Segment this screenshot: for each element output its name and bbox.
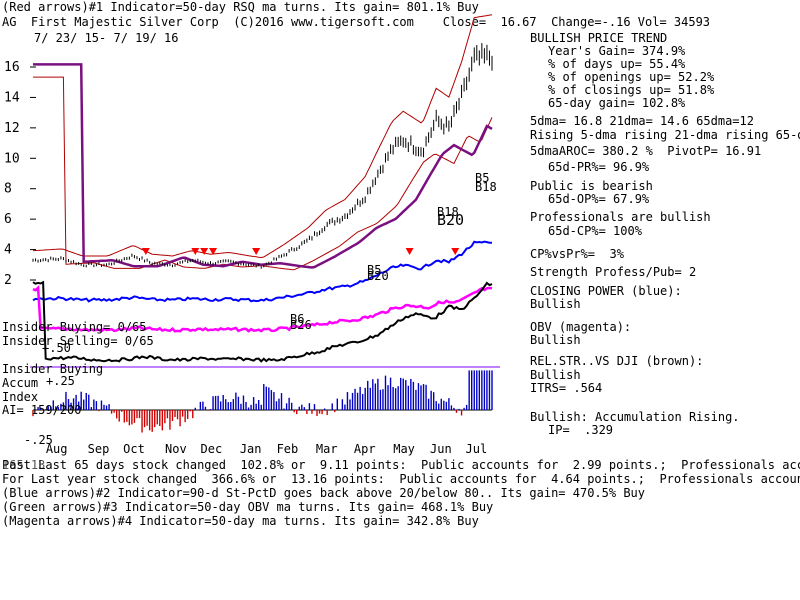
rel-strength-heading: REL.STR..VS DJI (brown): — [530, 354, 704, 368]
price-tick-label: 16 — [4, 60, 20, 75]
obv-line — [32, 285, 493, 333]
month-label: Jan — [240, 442, 262, 456]
stat-65d-gain: 65-day gain= 102.8% — [548, 96, 686, 110]
month-label: Jul — [466, 442, 488, 456]
closing-power-heading: CLOSING POWER (blue): — [530, 284, 682, 298]
month-label: Oct — [123, 442, 145, 456]
stat-ma-direction: Rising 5-dma rising 21-dma rising 65-dma — [530, 128, 800, 142]
upper-band-line — [32, 14, 493, 259]
footer-line-65day: Past Last 65 days stock changed 102.8% o… — [2, 458, 800, 472]
signal-label-b5-low: B5 — [367, 263, 382, 277]
obv-heading: OBV (magenta): — [530, 320, 632, 334]
month-label: Sep — [88, 442, 110, 456]
red-signal-arrow — [141, 248, 150, 255]
obv-status: Bullish — [530, 333, 581, 347]
stat-professionals-bullish: Professionals are bullish — [530, 210, 711, 224]
date-range: 7/ 23/ 15- 7/ 19/ 16 — [34, 31, 179, 45]
stock-header: AG First Majestic Silver Corp (C)2016 ww… — [2, 15, 711, 29]
signal-label-b5-upper: B5 — [475, 171, 490, 185]
itrs-value: ITRS= .564 — [530, 381, 603, 395]
signal-label-b6: B6 — [290, 312, 305, 326]
month-label: Aug — [46, 442, 68, 456]
price-tick-label: 12 — [4, 121, 20, 136]
red-signal-arrow — [405, 248, 414, 255]
trend-heading: BULLISH PRICE TREND — [530, 31, 668, 45]
stat-65d-cp: 65d-CP%= 100% — [548, 224, 642, 238]
accum-tick-minus25: -.25 — [24, 433, 53, 447]
red-signal-arrow — [451, 248, 460, 255]
stat-65d-pr: 65d-PR%= 96.9% — [548, 160, 650, 174]
stat-closings-up: % of closings up= 51.8% — [548, 83, 715, 97]
accum-tick-plus50: +.50 — [42, 341, 71, 355]
stat-openings-up: % of openings up= 52.2% — [548, 70, 715, 84]
footer-line-year: For Last year stock changed 366.6% or 13… — [2, 472, 800, 486]
red-signal-arrow — [209, 248, 218, 255]
month-label: Mar — [316, 442, 338, 456]
price-tick-label: 6 — [4, 212, 12, 227]
price-chart: 2 4 6 8 10 12 14 16 Aug Sep Oct Nov Dec Jan Feb Mar Apr… — [4, 14, 500, 456]
month-label: Jun — [430, 442, 452, 456]
indicator-1-title: (Red arrows)#1 Indicator=50-day RSQ ma t… — [2, 0, 479, 14]
month-label: Apr — [354, 442, 376, 456]
insider-buying-label: Insider Buying — [2, 362, 104, 376]
stat-moving-averages: 5dma= 16.8 21dma= 14.6 65dma=12 — [530, 114, 754, 128]
red-signal-arrow — [200, 248, 209, 255]
signal-label-b20-mid: B20 — [437, 211, 465, 229]
stat-65d-op: 65d-OP%= 67.9% — [548, 192, 650, 206]
insider-selling-count: Insider Selling= 0/65 — [2, 334, 154, 348]
accum-label: Accum — [2, 376, 39, 390]
stat-public-bearish: Public is bearish — [530, 179, 653, 193]
rel-strength-line — [32, 280, 493, 363]
accum-tick-plus25: +.25 — [46, 374, 75, 388]
signal-label-b20-low: B20 — [367, 269, 389, 283]
red-signal-arrow — [252, 248, 261, 255]
price-tick-label: 4 — [4, 243, 12, 258]
rel-strength-status: Bullish — [530, 368, 581, 382]
stat-cp-vs-pr: CP%vsPr%= 3% — [530, 247, 624, 261]
price-tick-label: 2 — [4, 273, 12, 288]
month-label: Dec — [201, 442, 223, 456]
price-tick-label: 8 — [4, 182, 12, 197]
footer-overlap-value: 165.13 — [2, 458, 46, 472]
footer-blue-arrows: (Blue arrows)#2 Indicator=90-d St-PctD g… — [2, 486, 645, 500]
ip-value: IP= .329 — [548, 423, 614, 437]
insider-buying-count: Insider Buying= 0/65 — [2, 320, 147, 334]
stat-days-up: % of days up= 55.4% — [548, 57, 686, 71]
footer-green-arrows: (Green arrows)#3 Indicator=50-day OBV ma… — [2, 500, 494, 514]
footer-magenta-arrows: (Magenta arrows)#4 Indicator=50-day ma t… — [2, 514, 479, 528]
month-label: Nov — [165, 442, 187, 456]
lower-band-line — [33, 76, 493, 271]
stat-aroc-pivot: 5dmaAROC= 380.2 % PivotP= 16.91 — [530, 144, 762, 158]
month-label: Feb — [277, 442, 299, 456]
stat-strength-ratio: Strength Profess/Pub= 2 — [530, 265, 697, 279]
signal-label-b18-upper: B18 — [475, 180, 497, 194]
month-label: May — [393, 442, 415, 456]
accum-status: Bullish: Accumulation Rising. — [530, 410, 740, 424]
red-signal-arrow — [191, 248, 200, 255]
price-tick-label: 14 — [4, 90, 20, 105]
stat-years-gain: Year's Gain= 374.9% — [548, 44, 686, 58]
closing-power-line — [32, 240, 492, 303]
ai-value: AI= 159/200 — [2, 403, 82, 417]
index-label: Index — [2, 390, 39, 404]
ma65-line — [33, 63, 493, 269]
closing-power-status: Bullish — [530, 297, 581, 311]
signal-label-b18-mid: B18 — [437, 205, 459, 219]
price-tick-label: 10 — [4, 151, 20, 166]
signal-label-b26: B26 — [290, 318, 312, 332]
